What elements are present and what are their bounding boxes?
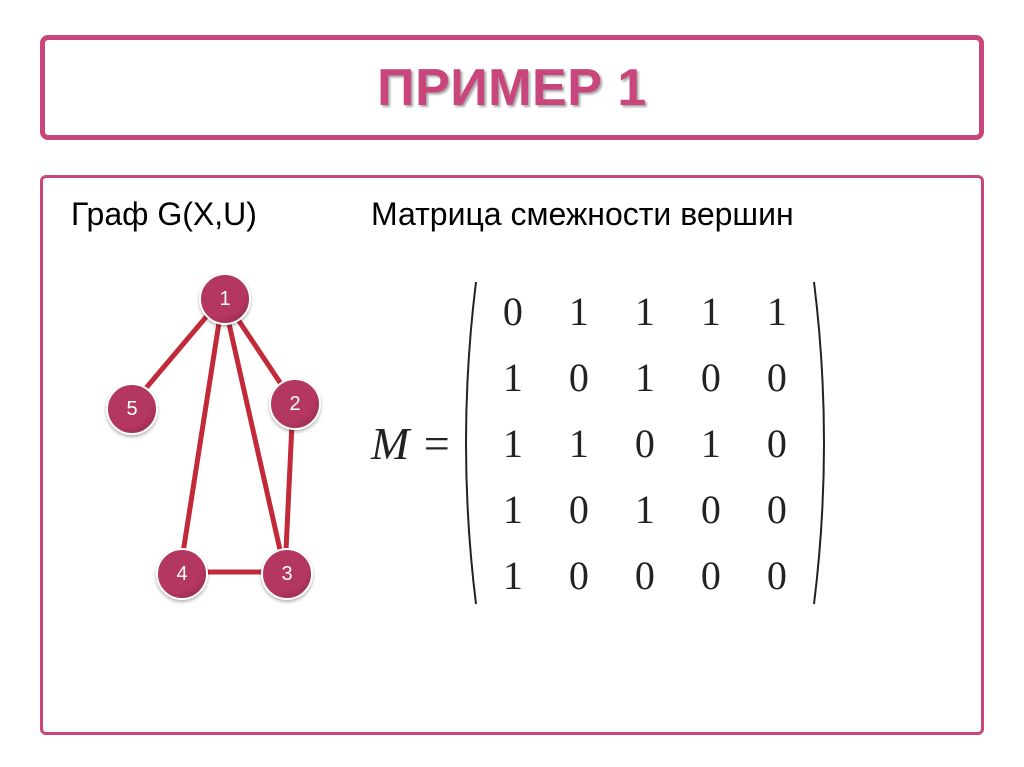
matrix-cell: 1 xyxy=(612,344,678,410)
content-box: Граф G(X,U) Матрица смежности вершин 1 2 3… xyxy=(40,175,984,735)
subtitle-graph: Граф G(X,U) xyxy=(71,196,371,233)
matrix-cell: 0 xyxy=(612,542,678,608)
body-row: 12345 M = 0111110100110101010010000 xyxy=(71,243,953,643)
slide: ПРИМЕР 1 Граф G(X,U) Матрица смежности в… xyxy=(0,0,1024,767)
graph-node-4: 4 xyxy=(156,548,208,600)
matrix-cell: 0 xyxy=(744,344,810,410)
matrix-cell: 1 xyxy=(612,476,678,542)
matrix-cell: 0 xyxy=(546,344,612,410)
matrix-cell: 0 xyxy=(546,476,612,542)
matrix-cell: 1 xyxy=(678,278,744,344)
graph-node-1: 1 xyxy=(199,273,251,325)
matrix-cell: 0 xyxy=(744,410,810,476)
matrix-table: 0111110100110101010010000 xyxy=(480,278,810,608)
page-title: ПРИМЕР 1 xyxy=(377,58,647,118)
graph-node-2: 2 xyxy=(269,378,321,430)
matrix-cell: 1 xyxy=(480,344,546,410)
title-box: ПРИМЕР 1 xyxy=(40,35,984,140)
subtitle-row: Граф G(X,U) Матрица смежности вершин xyxy=(71,196,953,233)
matrix-cell: 0 xyxy=(546,542,612,608)
matrix-cell: 1 xyxy=(612,278,678,344)
matrix-cell: 1 xyxy=(546,410,612,476)
matrix-cell: 1 xyxy=(480,410,546,476)
graph-node-5: 5 xyxy=(106,383,158,435)
matrix-cell: 0 xyxy=(678,344,744,410)
adjacency-matrix: M = 0111110100110101010010000 xyxy=(371,278,953,608)
matrix-cell: 0 xyxy=(678,542,744,608)
matrix-cell: 0 xyxy=(744,542,810,608)
matrix-cell: 1 xyxy=(678,410,744,476)
matrix-label: M = xyxy=(371,417,452,470)
matrix-wrap: M = 0111110100110101010010000 xyxy=(371,278,838,608)
graph-diagram: 1 2 3 4 5 xyxy=(71,243,371,643)
matrix-cell: 1 xyxy=(480,542,546,608)
matrix-cell: 0 xyxy=(744,476,810,542)
matrix-cell: 1 xyxy=(744,278,810,344)
matrix-cell: 0 xyxy=(480,278,546,344)
graph-node-3: 3 xyxy=(261,548,313,600)
matrix-cell: 0 xyxy=(678,476,744,542)
matrix-cell: 1 xyxy=(546,278,612,344)
matrix-cell: 0 xyxy=(612,410,678,476)
matrix-cell: 1 xyxy=(480,476,546,542)
subtitle-matrix: Матрица смежности вершин xyxy=(371,196,953,233)
